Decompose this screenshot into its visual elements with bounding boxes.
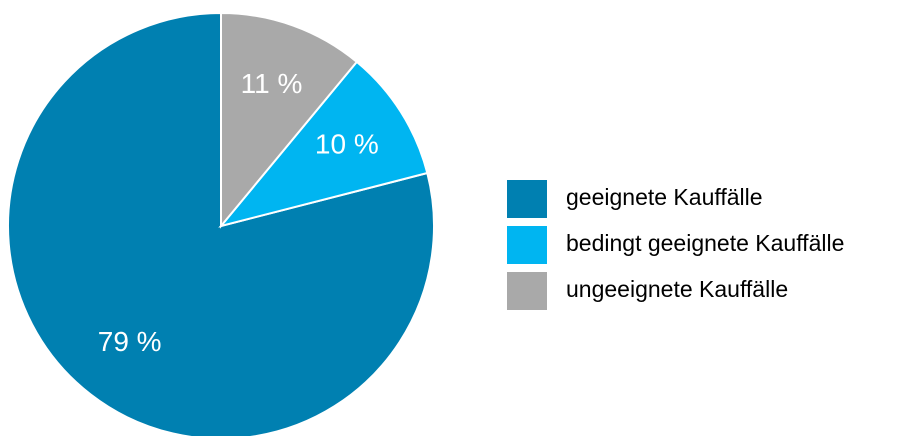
value-label: 79 % [98, 326, 162, 357]
value-label: 11 % [241, 68, 303, 99]
pie-slice [7, 11, 435, 436]
pie-slice [220, 11, 359, 229]
legend-swatch [507, 180, 547, 218]
value-label: 10 % [315, 129, 379, 160]
legend-label: bedingt geeignete Kauffälle [566, 230, 844, 256]
legend-swatch [507, 272, 547, 310]
legend-swatch [507, 226, 547, 264]
pie-slice [218, 60, 429, 228]
legend-label: geeignete Kauffälle [566, 184, 763, 210]
legend-label: ungeeignete Kauffälle [566, 276, 788, 302]
